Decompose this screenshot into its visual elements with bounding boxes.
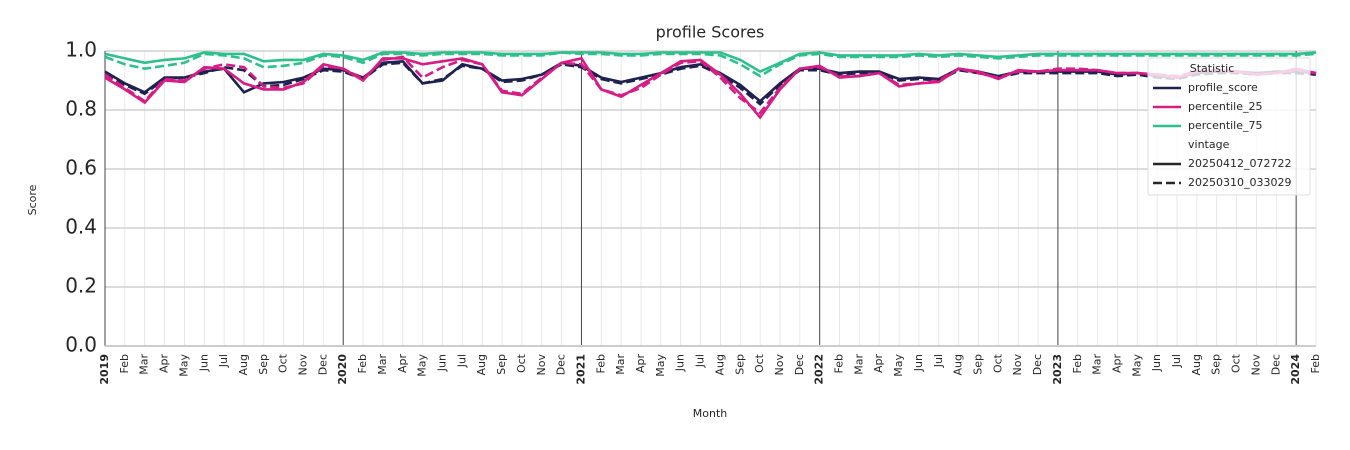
x-tick-label: Feb: [1309, 354, 1322, 373]
x-tick-label: Apr: [396, 354, 409, 374]
x-tick-label: Dec: [555, 354, 568, 375]
x-tick-label: Feb: [833, 354, 846, 373]
x-tick-label: Sep: [495, 354, 508, 375]
x-tick-label: May: [892, 354, 905, 377]
y-tick-label: 0.2: [65, 274, 97, 298]
x-tick-label: Aug: [237, 354, 250, 375]
x-tick-label: Nov: [535, 354, 548, 376]
x-tick-label: Oct: [991, 353, 1004, 373]
x-tick-label: Dec: [1031, 354, 1044, 375]
x-tick-label: Feb: [356, 354, 369, 373]
x-tick-label: Jun: [674, 354, 687, 372]
x-tick-label: May: [177, 354, 190, 377]
legend-label: 20250412_072722: [1188, 157, 1291, 170]
x-tick-label: Apr: [634, 354, 647, 374]
y-tick-label: 0.8: [65, 97, 97, 121]
x-tick-label: Oct: [277, 353, 290, 373]
x-tick-label: Oct: [515, 353, 528, 373]
x-tick-label: May: [654, 354, 667, 377]
x-tick-label: 2020: [336, 354, 349, 385]
y-tick-label: 0.6: [65, 156, 97, 180]
x-tick-label: Feb: [118, 354, 131, 373]
x-tick-label: Nov: [773, 354, 786, 376]
x-tick-label: Jul: [932, 354, 945, 368]
series-line: [104, 61, 1317, 106]
x-tick-label: Feb: [1071, 354, 1084, 373]
x-tick-label: Apr: [872, 354, 885, 374]
y-tick-label: 0.4: [65, 215, 97, 239]
x-tick-label: Aug: [1190, 354, 1203, 375]
x-tick-label: Nov: [1249, 354, 1262, 376]
x-tick-label: Jun: [912, 354, 925, 372]
x-tick-label: Oct: [1230, 353, 1243, 373]
legend-box: [1147, 57, 1311, 196]
x-tick-label: Feb: [594, 354, 607, 373]
legend-label: percentile_25: [1188, 100, 1263, 113]
x-tick-label: Sep: [257, 354, 270, 375]
x-tick-label: Jul: [217, 354, 230, 368]
x-tick-label: Mar: [614, 354, 627, 375]
x-tick-label: 2021: [574, 354, 587, 385]
x-tick-label: Mar: [376, 354, 389, 375]
x-tick-label: Aug: [952, 354, 965, 375]
x-tick-label: Oct: [753, 353, 766, 373]
x-tick-label: 2022: [813, 354, 826, 385]
x-tick-label: Mar: [138, 354, 151, 375]
x-tick-label: May: [416, 354, 429, 377]
x-tick-label: Dec: [316, 354, 329, 375]
x-tick-label: Apr: [158, 354, 171, 374]
x-tick-label: Jun: [197, 354, 210, 372]
x-tick-label: 2024: [1289, 354, 1302, 385]
x-tick-label: Aug: [713, 354, 726, 375]
series-line: [104, 51, 1317, 78]
x-tick-label: Jul: [1170, 354, 1183, 368]
legend-label: percentile_75: [1188, 119, 1263, 132]
x-tick-label: Sep: [972, 354, 985, 375]
series-line: [104, 55, 1317, 115]
y-axis-label: Score: [26, 184, 39, 215]
series-line: [104, 51, 1317, 74]
x-tick-label: Jun: [1150, 354, 1163, 372]
x-tick-label: Sep: [733, 354, 746, 375]
x-tick-label: Nov: [1011, 354, 1024, 376]
x-tick-label: Dec: [1269, 354, 1282, 375]
y-tick-label: 0.0: [65, 333, 97, 357]
x-tick-label: Sep: [1210, 354, 1223, 375]
chart-title: profile Scores: [656, 23, 765, 42]
legend-title: Statistic: [1190, 62, 1235, 75]
x-tick-label: 2023: [1051, 354, 1064, 385]
x-axis-label: Month: [693, 407, 728, 420]
x-tick-label: 2019: [98, 354, 111, 385]
legend-subtitle: vintage: [1188, 138, 1230, 151]
y-tick-label: 1.0: [65, 38, 97, 62]
x-tick-label: Apr: [1110, 354, 1123, 374]
x-tick-label: Jul: [694, 354, 707, 368]
x-tick-label: Dec: [793, 354, 806, 375]
x-tick-label: May: [1130, 354, 1143, 377]
x-tick-label: Mar: [852, 354, 865, 375]
x-tick-label: Jul: [455, 354, 468, 368]
x-tick-label: Jun: [435, 354, 448, 372]
legend-label: 20250310_033029: [1188, 176, 1291, 189]
x-tick-label: Aug: [475, 354, 488, 375]
legend-label: profile_score: [1188, 81, 1258, 94]
x-tick-label: Mar: [1091, 354, 1104, 375]
legend: Statistic profile_score percentile_25perce…: [1147, 57, 1311, 196]
x-tick-label: Nov: [297, 354, 310, 376]
